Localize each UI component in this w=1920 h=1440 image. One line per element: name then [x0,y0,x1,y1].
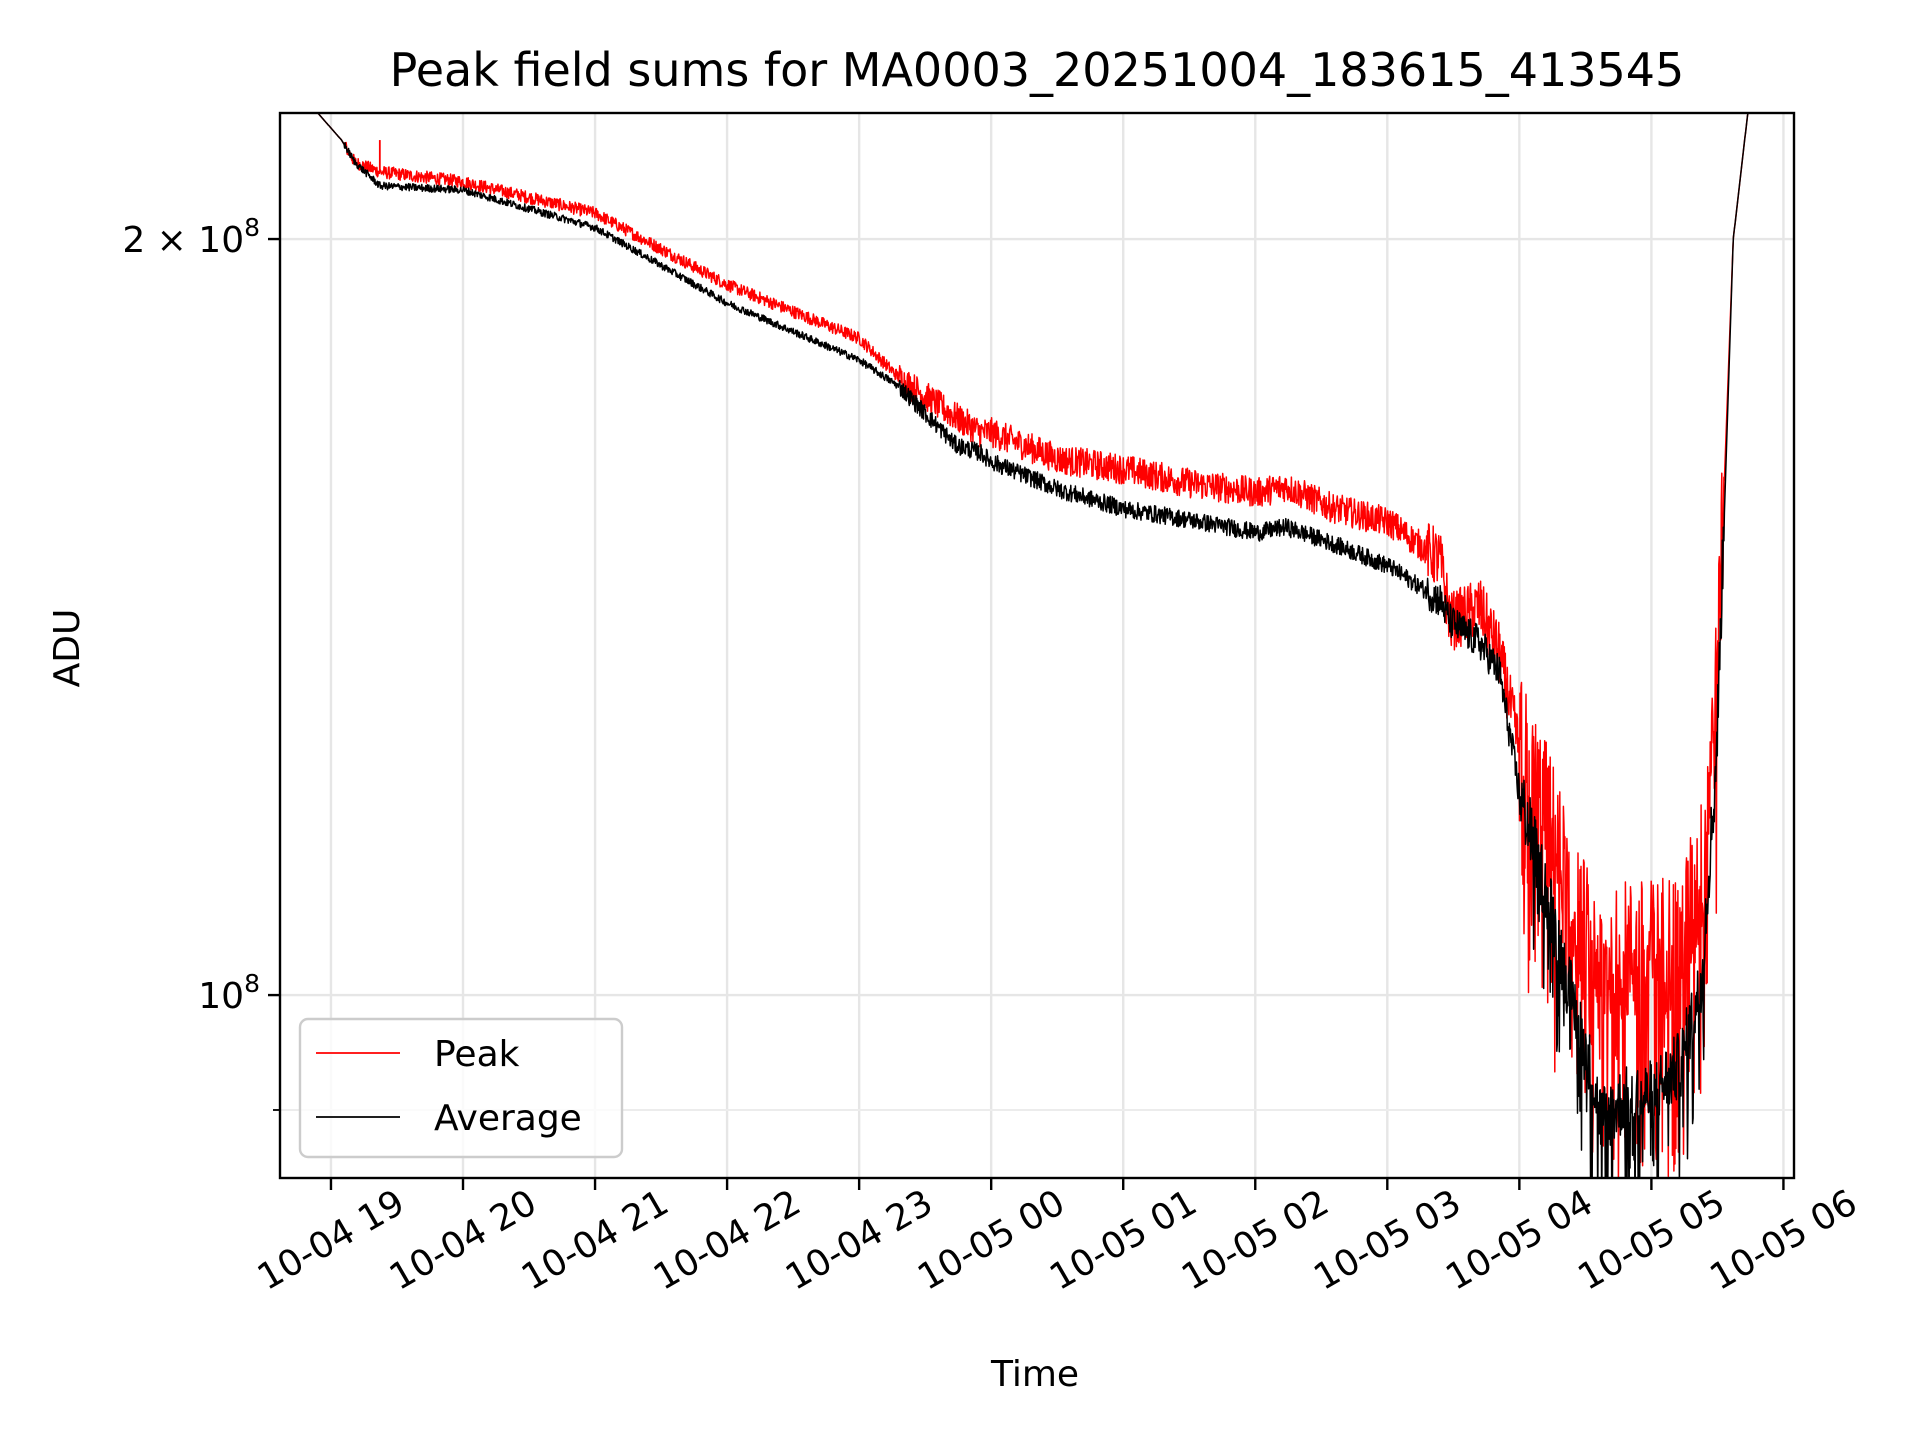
legend-label-average: Average [434,1098,582,1139]
legend: Peak Average [298,1017,624,1159]
grid [280,113,1794,1178]
y-axis-ticks: 108 2 × 108 [122,213,280,1111]
y-tick-label: 2 × 108 [122,213,260,261]
chart-title: Peak field sums for MA0003_20251004_1836… [390,43,1685,97]
legend-label-peak: Peak [434,1034,520,1075]
y-tick-label: 108 [198,969,260,1017]
series-line-average [280,113,1794,1178]
plot-frame [278,111,1796,1180]
y-axis-label: ADU [47,609,88,688]
series-layer [280,113,1794,1178]
x-axis-label: Time [990,1354,1079,1395]
